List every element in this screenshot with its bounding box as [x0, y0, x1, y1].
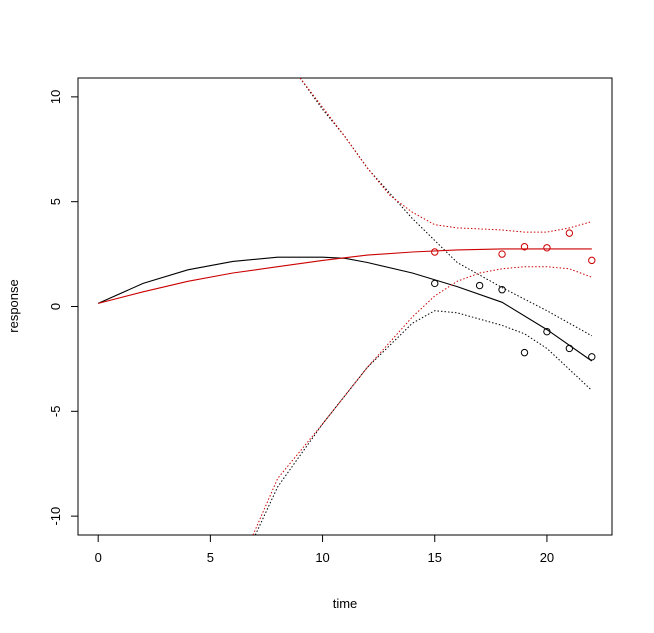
black-lower-band-line	[254, 310, 593, 535]
black-upper-band-line	[299, 78, 593, 337]
red-fit-line	[98, 248, 592, 304]
black-data-point	[543, 327, 551, 336]
red-data-point	[543, 244, 551, 252]
y-tick-label: -5	[48, 406, 63, 418]
black-data-point	[475, 281, 484, 290]
y-axis: -10 -5 0 5 10	[48, 90, 79, 526]
black-data-point	[565, 344, 574, 353]
black-data-point	[588, 353, 596, 361]
x-axis: 0 5 10 15 20	[95, 534, 554, 565]
plot-frame	[77, 77, 613, 536]
red-data-point	[565, 229, 574, 237]
y-tick-label: 5	[48, 198, 63, 205]
x-tick-label: 5	[207, 550, 214, 565]
black-data-point	[498, 286, 506, 294]
x-tick-label: 15	[428, 550, 442, 565]
red-data-point	[520, 243, 529, 251]
red-data-point	[431, 248, 439, 256]
red-data-point	[588, 256, 596, 265]
series-layer	[97, 78, 596, 535]
y-tick-label: -10	[48, 507, 63, 526]
red-data-point	[498, 250, 506, 258]
x-tick-label: 10	[315, 550, 329, 565]
y-tick-label: 10	[48, 90, 63, 104]
red-lower-band-line	[252, 266, 592, 535]
x-tick-label: 20	[540, 550, 554, 565]
black-series	[97, 78, 596, 535]
y-axis-label: response	[6, 279, 21, 332]
red-series	[98, 78, 596, 535]
black-data-point	[520, 348, 529, 357]
red-upper-band-line	[299, 78, 592, 233]
x-axis-label: time	[333, 596, 358, 611]
x-tick-label: 0	[95, 550, 102, 565]
black-fit-line	[97, 256, 593, 362]
y-tick-label: 0	[48, 303, 63, 310]
black-data-point	[431, 279, 439, 288]
